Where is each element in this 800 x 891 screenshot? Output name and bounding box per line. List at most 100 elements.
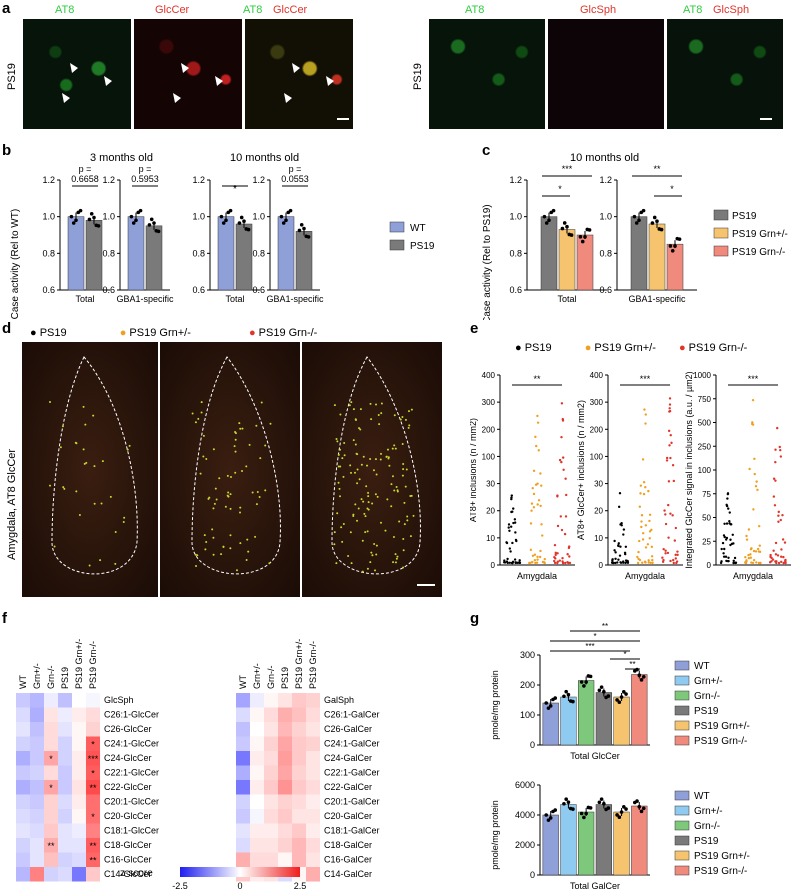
inclusion-dot [384,529,387,532]
heatmap-cell [58,780,72,795]
data-point [615,813,619,817]
data-point [637,673,642,678]
data-point [553,808,558,812]
data-point [297,228,302,233]
violin-point [511,541,514,545]
violin-point [556,524,560,528]
panel-g-charts: pmole/mg protein 0 100 200 300 Total GlcCer WT… [490,622,750,891]
violin-point [748,467,751,471]
heatmap-cell [264,736,278,751]
violin-point [730,542,734,546]
violin-point [774,541,778,545]
inclusion-dot [406,515,409,518]
violin-point [518,559,521,562]
inclusion-dot [380,402,383,405]
violin-point [668,444,671,447]
heatmap-cell [306,838,320,853]
y-tick-label: 0.6 [42,285,55,295]
violin-point [750,561,753,564]
data-point [659,227,664,232]
heatmap-cell [16,852,30,867]
violin-point [617,558,620,561]
violin-point [743,561,747,564]
violin-point [782,555,785,559]
violin-point [514,531,517,534]
heatmap-cell [30,867,44,882]
row-label: GlcSph [104,695,134,705]
bar [85,220,103,291]
inclusion-dot [401,474,404,477]
heatmap-cell [278,751,292,766]
heatmap-cell [292,765,306,780]
inclusion-dot [245,465,248,468]
inclusion-dot [109,495,112,498]
violin-point [752,558,756,562]
violin-point [671,514,674,517]
violin-point [532,469,536,473]
violin-point [556,495,559,498]
violin-point [637,557,640,561]
violin-point [772,495,776,498]
violin-point [745,534,748,538]
violin-point [617,544,620,548]
inclusion-dot [114,530,117,533]
violin-point [564,515,568,518]
violin-point [503,561,507,564]
violin-point [543,561,546,565]
data-point [560,226,565,231]
data-point [74,218,78,223]
violin-point [647,489,650,493]
violin-point [647,561,650,564]
heatmap-cell [236,765,250,780]
y-tick-label: 0.8 [192,248,205,258]
violin-point [636,555,639,559]
amygdala-image-ps19 [22,342,158,597]
inclusion-dot [229,493,232,496]
inclusion-dot [245,558,248,561]
sig-star: ** [602,622,608,631]
data-point [606,694,611,698]
inclusion-dot [390,505,393,508]
heatmap-cell [264,823,278,838]
violin-point [541,534,544,537]
row-label: C16-GlcCer [104,855,152,865]
sig-star: ** [533,374,541,384]
micrograph-at8-glcsph-green [428,18,546,130]
heatmap-cell [44,809,58,824]
heatmap-cell [236,794,250,809]
heatmap-cell [16,722,30,737]
y-tick-label: 0 [707,561,712,570]
violin-point [560,402,564,405]
heatmap-cell [86,722,100,737]
violin-point [509,550,512,553]
heatmap-cell [58,794,72,809]
violin-point [536,503,539,506]
violin-point [508,529,511,532]
violin-point [641,458,645,461]
violin-point [751,398,755,402]
violin-point [538,555,542,559]
violin-point [726,497,729,500]
heatmap-cell [250,707,264,722]
bar [648,223,666,291]
violin-point [781,538,785,541]
inclusion-dot [356,482,359,485]
panel-d-micrographs [22,342,442,597]
inclusion-dot [214,487,217,490]
inclusion-dot [114,562,117,565]
a-left-merge1-label: AT8 [243,4,263,16]
violin-point [669,434,672,437]
inclusion-dot [212,507,215,510]
row-label: C14-GlcCer [104,869,152,879]
heatmap-cell [16,736,30,751]
violin-point [561,561,565,565]
inclusion-dot [358,478,361,481]
inclusion-dot [229,507,232,510]
heatmap-cell [278,722,292,737]
y-tick-label: 1.0 [252,212,265,222]
violin-point [553,561,557,565]
inclusion-dot [248,443,251,446]
inclusion-dot [239,542,242,545]
p-value: 0.6658 [71,174,99,184]
inclusion-dot [369,561,372,564]
